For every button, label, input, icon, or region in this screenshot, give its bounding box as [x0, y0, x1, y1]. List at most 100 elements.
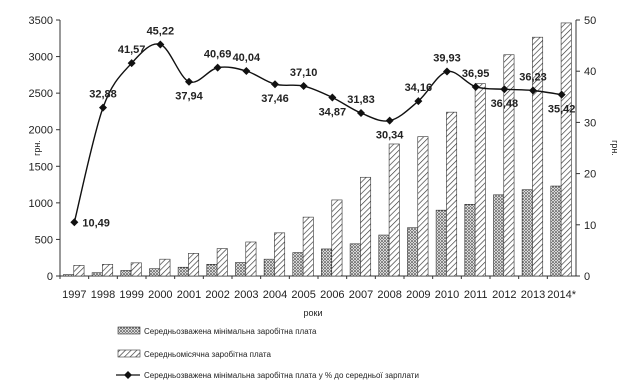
line-point	[471, 82, 480, 91]
line-point	[443, 67, 451, 76]
bar-avg-wage	[130, 262, 142, 277]
data-label: 36,23	[519, 72, 547, 84]
bar-avg-wage	[503, 54, 515, 277]
bar-min-wage	[63, 274, 75, 277]
y-tick-label: 0	[47, 271, 53, 283]
bar-avg-wage	[331, 199, 343, 277]
x-tick-label: 2005	[291, 289, 315, 301]
data-label: 10,49	[82, 217, 110, 229]
bars	[63, 22, 572, 277]
x-tick-label: 2009	[406, 289, 430, 301]
y-right-tick-label: 20	[584, 169, 596, 181]
data-label: 40,04	[233, 52, 261, 64]
data-label: 36,95	[462, 68, 490, 80]
bar-min-wage	[263, 258, 275, 277]
bar-avg-wage	[360, 176, 372, 277]
x-tick-label: 1997	[62, 289, 86, 301]
bar-avg-wage	[532, 36, 544, 277]
bar-avg-wage	[388, 143, 400, 277]
line-point	[99, 103, 107, 112]
bar-avg-wage	[560, 22, 572, 277]
data-label: 45,22	[147, 25, 175, 37]
line-point	[557, 90, 566, 99]
data-label: 40,69	[204, 49, 232, 61]
x-tick-label: 1998	[91, 289, 115, 301]
x-tick-label: 2008	[377, 289, 401, 301]
y-tick-label: 1000	[29, 198, 53, 210]
line-point	[500, 85, 509, 94]
bar-min-wage	[521, 189, 533, 277]
bar-min-wage	[493, 194, 505, 277]
x-tick-label: 2002	[205, 289, 229, 301]
bar-min-wage	[378, 234, 390, 277]
bar-min-wage	[435, 209, 447, 277]
line-point	[185, 77, 193, 86]
data-label: 35,42	[548, 104, 576, 116]
line-series	[70, 40, 566, 227]
bar-min-wage	[407, 227, 419, 277]
y-right-tick-label: 50	[584, 15, 596, 27]
x-tick-label: 2003	[234, 289, 258, 301]
bar-min-wage	[321, 248, 333, 277]
y-axis-title: грн.	[32, 140, 42, 156]
line-point	[70, 218, 79, 227]
bar-avg-wage	[188, 253, 200, 277]
line-point	[414, 97, 423, 106]
data-label: 41,57	[118, 44, 146, 56]
line-point	[271, 80, 279, 89]
data-label: 34,87	[319, 106, 347, 118]
line-point	[529, 86, 537, 95]
bar-min-wage	[120, 270, 132, 277]
x-tick-label: 2014*	[547, 289, 576, 301]
x-tick-label: 2006	[320, 289, 344, 301]
bar-avg-wage	[73, 265, 85, 277]
x-tick-label: 2012	[492, 289, 516, 301]
x-tick-label: 2013	[521, 289, 545, 301]
bar-min-wage	[206, 263, 218, 277]
x-tick-label: 2004	[263, 289, 287, 301]
bar-avg-wage	[216, 248, 228, 277]
bar-min-wage	[464, 204, 476, 277]
data-label: 39,93	[433, 53, 461, 65]
line-point	[213, 63, 222, 72]
bar-min-wage	[235, 262, 247, 277]
y-tick-label: 3000	[29, 52, 53, 64]
data-label: 37,10	[290, 67, 318, 79]
data-label: 30,34	[376, 130, 404, 142]
data-label: 37,46	[261, 93, 289, 105]
legend: Середньозважена мінімальна заробітна пла…	[116, 326, 419, 380]
data-label: 37,94	[175, 91, 203, 103]
y-right-tick-label: 30	[584, 117, 596, 129]
x-tick-label: 2001	[177, 289, 201, 301]
y-tick-label: 2500	[29, 88, 53, 100]
line-point	[357, 109, 365, 118]
bar-avg-wage	[245, 241, 257, 277]
line-point	[299, 82, 308, 91]
y-tick-label: 500	[35, 234, 53, 246]
line-point	[328, 93, 337, 102]
bar-min-wage	[149, 268, 161, 277]
legend-label-avg-wage: Середньомісячна заробітна плата	[144, 350, 271, 359]
y-tick-label: 2000	[29, 125, 53, 137]
data-label: 34,16	[405, 82, 433, 94]
y-tick-label: 3500	[29, 15, 53, 27]
line-point	[156, 40, 165, 49]
axes: 0 500 1000 1500 2000 2500 3000 3500 0 10 20 30 40 50 1…	[29, 15, 620, 318]
x-tick-label: 2007	[349, 289, 373, 301]
legend-swatch-avg-wage	[117, 349, 141, 358]
y-right-tick-label: 40	[584, 66, 596, 78]
data-label: 31,83	[347, 94, 375, 106]
bar-avg-wage	[302, 216, 314, 277]
legend-label-percent: Середньозважена мінімальна заробітна пла…	[144, 371, 419, 380]
bar-min-wage	[91, 272, 103, 277]
bar-min-wage	[349, 243, 361, 277]
y-tick-label: 1500	[29, 161, 53, 173]
data-label: 36,48	[491, 98, 519, 110]
line-point	[127, 59, 136, 68]
bar-min-wage	[550, 185, 562, 277]
y-axis-title-right: грн.	[610, 140, 620, 156]
bar-avg-wage	[102, 263, 114, 277]
bar-avg-wage	[159, 258, 171, 277]
